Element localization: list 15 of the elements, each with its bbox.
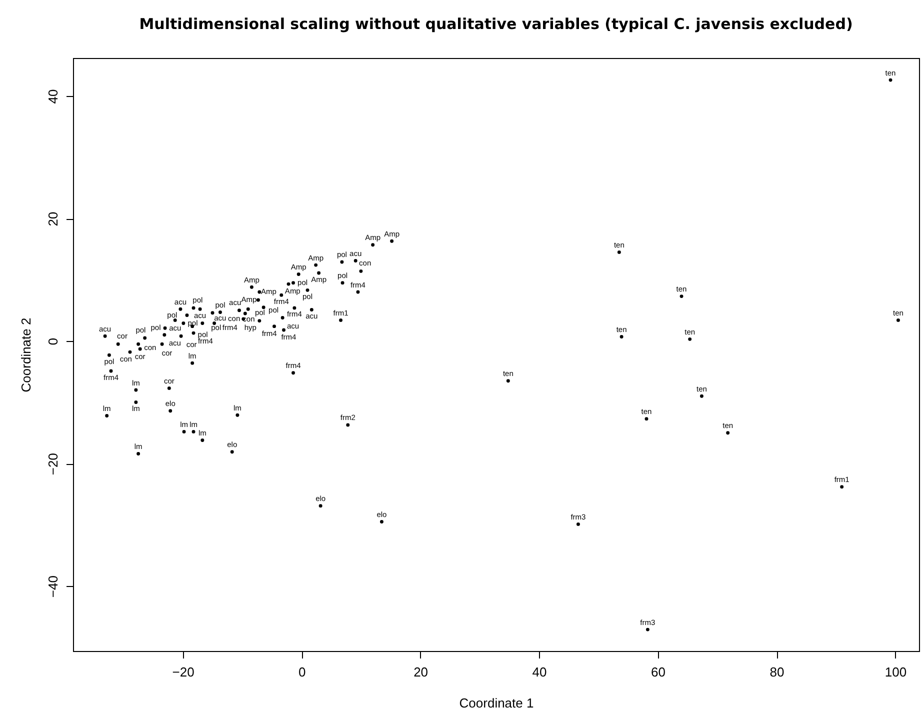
y-tick-label: −20 [46,453,60,476]
x-tick-label: −20 [172,664,194,680]
x-tick-label: 0 [298,664,306,680]
chart-title: Multidimensional scaling without qualitative variables (typical C. javensis excluded) [139,15,853,33]
x-axis-title: Coordinate 1 [459,696,534,710]
x-tick-label: 60 [651,664,666,680]
y-axis-title: Coordinate 2 [18,318,34,392]
y-tick-label: 0 [46,338,60,346]
x-tick-label: 100 [884,664,907,680]
y-tick-label: 40 [46,89,60,104]
x-tick-label: 20 [414,664,428,680]
y-tick-label: 20 [46,212,60,226]
x-tick-label: 40 [532,664,547,680]
x-tick-label: 80 [770,664,784,680]
y-tick-label: −40 [46,576,60,598]
